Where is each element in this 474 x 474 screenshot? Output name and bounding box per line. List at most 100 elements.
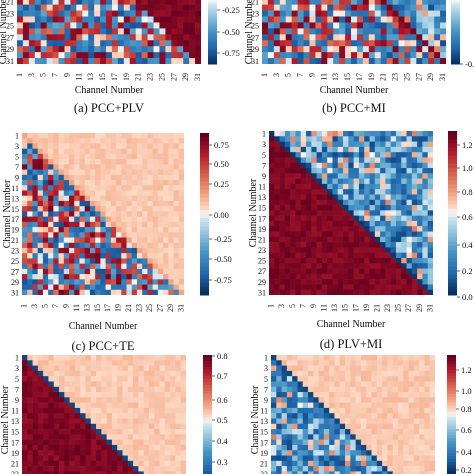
heatmap-cell	[80, 439, 86, 446]
heatmap-cell	[306, 178, 312, 185]
heatmap-cell	[300, 205, 307, 211]
heatmap-cell	[69, 439, 76, 446]
heatmap-cell	[173, 174, 180, 181]
heatmap-cell	[111, 52, 119, 59]
heatmap-cell	[48, 206, 54, 212]
heatmap-cell	[106, 58, 113, 64]
heatmap-cell	[152, 242, 159, 249]
heatmap-cell	[69, 164, 75, 170]
heatmap-cell	[382, 455, 388, 462]
heatmap-cell	[138, 407, 144, 414]
x-tick-label: 15	[98, 73, 107, 81]
heatmap-cell	[308, 402, 314, 409]
heatmap-cell	[117, 4, 125, 11]
heatmap-cell	[127, 418, 134, 425]
heatmap-cell	[154, 386, 160, 393]
heatmap-cell	[170, 439, 176, 446]
heatmap-cell	[63, 195, 70, 202]
heatmap-cell	[321, 284, 328, 291]
heatmap-cell	[84, 279, 91, 285]
heatmap-cell	[121, 190, 127, 197]
heatmap-cell	[327, 4, 334, 11]
heatmap-cell	[390, 173, 397, 179]
colorbar-segment	[451, 4, 460, 7]
heatmap-cell	[419, 402, 425, 409]
heatmap-cell	[110, 138, 117, 144]
heatmap-cell	[316, 257, 323, 264]
heatmap-cell	[422, 40, 429, 47]
heatmap-cell	[419, 466, 425, 472]
heatmap-cell	[69, 413, 76, 419]
heatmap-cell	[32, 247, 38, 254]
heatmap-cell	[69, 289, 75, 295]
heatmap-cell	[95, 169, 101, 176]
heatmap-cell	[27, 206, 33, 212]
heatmap-cell	[152, 284, 159, 291]
heatmap-cell	[153, 46, 160, 53]
heatmap-cell	[173, 284, 180, 291]
heatmap-cell	[74, 455, 81, 462]
heatmap-cell	[32, 402, 39, 409]
heatmap-cell	[366, 439, 372, 446]
heatmap-cell	[429, 392, 435, 398]
heatmap-cell	[279, 279, 286, 285]
heatmap-cell	[343, 205, 349, 211]
heatmap-cell	[392, 16, 399, 23]
heatmap-cell	[152, 195, 159, 202]
heatmap-cell	[392, 370, 399, 377]
heatmap-cell	[85, 439, 92, 446]
heatmap-cell	[159, 439, 166, 446]
heatmap-cell	[94, 46, 101, 53]
heatmap-cell	[173, 153, 180, 160]
heatmap-cell	[84, 211, 91, 217]
heatmap-cell	[180, 376, 186, 382]
heatmap-cell	[163, 133, 169, 139]
heatmap-cell	[110, 232, 117, 238]
heatmap-cell	[173, 200, 180, 207]
heatmap-cell	[395, 141, 402, 148]
heatmap-cell	[385, 273, 391, 280]
heatmap-cell	[165, 28, 172, 35]
heatmap-cell	[22, 10, 30, 17]
heatmap-cell	[116, 143, 122, 149]
heatmap-cell	[53, 386, 60, 393]
heatmap-cell	[274, 284, 280, 291]
heatmap-cell	[157, 148, 164, 155]
heatmap-cell	[371, 397, 378, 403]
heatmap-cell	[279, 40, 287, 47]
heatmap-cell	[337, 199, 344, 206]
heatmap-cell	[368, 58, 376, 64]
heatmap-cell	[74, 164, 80, 170]
heatmap-cell	[380, 162, 386, 169]
heatmap-cell	[401, 257, 407, 264]
heatmap-cell	[397, 407, 404, 414]
heatmap-cell	[37, 471, 44, 474]
heatmap-cell	[157, 159, 164, 165]
heatmap-cell	[284, 141, 291, 148]
heatmap-cell	[43, 370, 49, 377]
heatmap-cell	[117, 471, 123, 474]
heatmap-cell	[154, 439, 160, 446]
heatmap-cell	[273, 22, 281, 29]
heatmap-cell	[416, 52, 423, 59]
heatmap-cell	[413, 439, 420, 446]
heatmap-cell	[274, 231, 280, 238]
heatmap-cell	[175, 413, 182, 419]
heatmap-cell	[376, 418, 383, 425]
heatmap-cell	[106, 370, 113, 377]
heatmap-cell	[309, 10, 316, 17]
heatmap-cell	[173, 164, 180, 170]
heatmap-cell	[178, 211, 184, 217]
heatmap-cell	[429, 450, 435, 456]
heatmap-cell	[141, 16, 148, 23]
heatmap-cell	[111, 34, 119, 41]
heatmap-cell	[40, 52, 47, 59]
heatmap-cell	[358, 247, 365, 253]
heatmap-cell	[43, 397, 49, 403]
heatmap-cell	[79, 274, 86, 280]
heatmap-cell	[27, 200, 33, 207]
heatmap-cell	[117, 455, 123, 462]
heatmap-cell	[424, 402, 431, 409]
heatmap-cell	[175, 471, 182, 474]
heatmap-cell	[323, 471, 330, 474]
